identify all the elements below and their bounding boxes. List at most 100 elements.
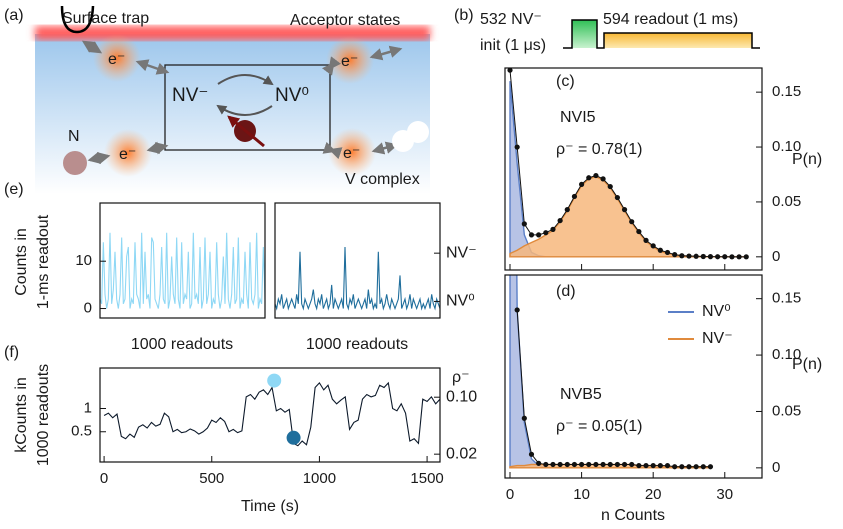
label: 532 NV⁻ [480,11,542,28]
y-tick-label: 0.05 [772,193,801,210]
plot-area [103,381,440,447]
plot-area [100,232,265,309]
data-point [636,462,642,469]
data-point [643,462,649,469]
data-point [621,207,628,213]
data-point [657,247,663,253]
data-point [607,461,613,468]
y-tick-label: 0 [772,248,780,265]
data-point [729,254,735,260]
data-point [650,462,656,469]
data-point [557,461,563,468]
fit-line [516,309,711,468]
x-tick-label: 1000 [303,470,336,487]
schematic: Surface trap Acceptor states e⁻ e⁻ e⁻ e⁻… [35,5,430,194]
data-point [586,461,592,468]
data-point [700,253,706,260]
data-point [707,464,714,470]
data-point [657,462,663,469]
label: NV⁻ [172,85,208,106]
electron-glow [328,128,376,176]
data-point [614,461,620,468]
y-axis-label: Counts in [13,228,30,296]
data-point [543,461,549,468]
y-tick-label: 0.15 [772,290,801,307]
nitrogen-atom [63,151,87,175]
trace [100,232,265,309]
x-tick-label: 500 [199,470,224,487]
data-point [564,461,570,468]
data-point [707,254,714,260]
trace [275,246,440,311]
data-point [736,254,742,260]
annotation: NVB5 [560,386,602,403]
data-point [593,172,599,179]
data-point [629,219,635,225]
data-point [621,461,628,468]
data-point [586,175,592,181]
label: NV⁰ [275,85,309,106]
data-point [571,193,578,200]
pulse-outline [563,19,760,49]
label: Acceptor states [290,12,400,29]
data-point [629,461,635,468]
plot-area [509,275,714,470]
conversion-arrow [216,104,273,116]
y-axis-label: kCounts in [13,377,30,453]
y-tick-label: 1 [84,399,92,416]
x-tick-label: 10 [573,486,590,503]
plot-frame [274,202,441,319]
x-axis-label: n Counts [601,507,665,524]
marker [267,373,282,388]
data-point [578,181,585,187]
vacancy [407,121,429,143]
data-point [693,464,699,470]
data-point [664,462,671,469]
electron-label: e⁻ [108,51,125,68]
y-tick-label: 0.10 [772,346,801,363]
panel-label: (a) [4,7,24,24]
init-pulse [572,20,597,48]
data-point [650,243,656,249]
data-point [686,253,692,259]
data-point [643,237,649,243]
data-point [528,451,535,457]
data-point [593,461,599,468]
data-point [536,232,542,238]
data-point [607,183,613,190]
data-point [636,228,642,235]
data-point [514,144,520,150]
y2-tick-label: 0.10 [446,388,477,405]
plot-area [507,68,749,260]
y-tick-label: 10 [75,252,92,269]
data-point [571,461,578,468]
data-point [521,415,527,421]
x-tick-label: 30 [716,486,733,503]
data-point [600,461,606,468]
data-point [686,464,692,470]
pulse-sequence: 532 NV⁻ init (1 μs) 594 readout (1 ms) [480,11,760,54]
label: 594 readout (1 ms) [603,11,738,28]
panel-label: (e) [4,181,24,198]
data-point [722,254,728,260]
data-point [600,176,606,182]
x-axis-label: 1000 readouts [131,336,233,353]
annotation: NVI5 [560,109,596,126]
legend-label: NV⁻ [702,330,733,347]
y-tick-label: 0.10 [772,138,801,155]
marker [286,430,301,445]
y2-tick-label: 0.02 [446,445,477,462]
data-point [550,226,556,232]
y-tick-label: 0 [84,300,92,317]
data-point [679,464,685,470]
label: V complex [345,171,420,188]
data-point [693,253,699,259]
x-tick-label: 0 [506,486,514,503]
data-point [578,461,585,468]
y2-axis-label: ρ⁻ [452,369,470,386]
electron-label: e⁻ [341,53,358,70]
data-point [614,194,620,201]
trace [103,381,440,447]
fit-area [509,175,747,258]
